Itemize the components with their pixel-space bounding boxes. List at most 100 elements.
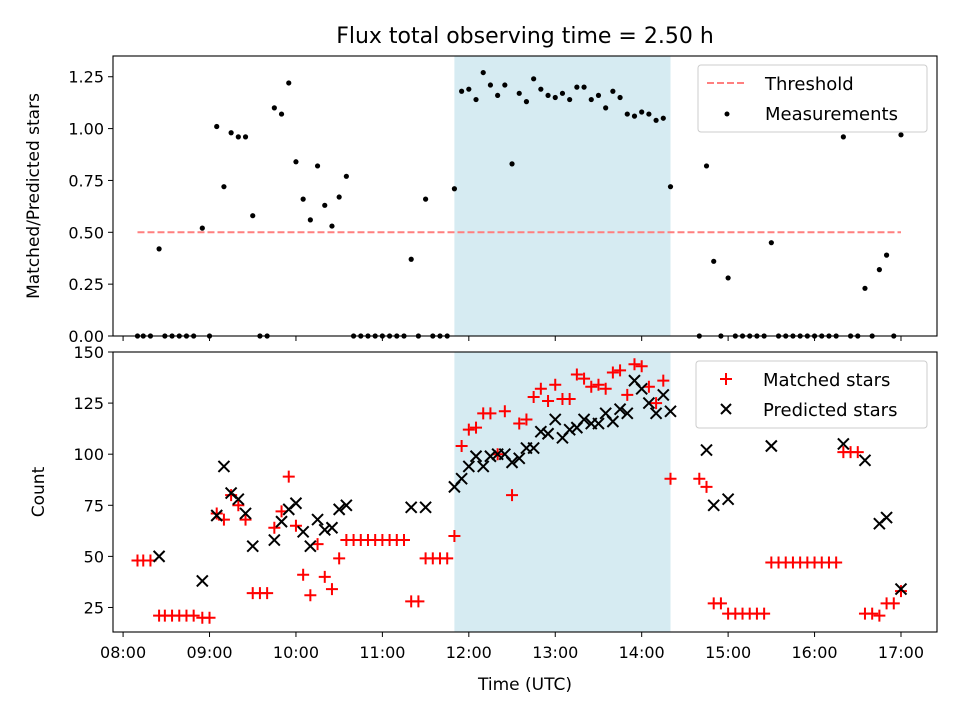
predicted-stars-point <box>708 500 719 511</box>
measurement-point <box>286 80 291 85</box>
measurement-point <box>560 91 565 96</box>
matched-stars-point <box>398 534 410 546</box>
measurement-point <box>668 184 673 189</box>
measurement-point <box>596 93 601 98</box>
y-tick-label: 125 <box>73 394 104 413</box>
matched-stars-point <box>304 589 316 601</box>
y-tick-label: 1.00 <box>68 120 104 139</box>
predicted-stars-point <box>859 455 870 466</box>
matched-stars-point <box>188 610 200 622</box>
x-tick-label: 14:00 <box>619 643 665 662</box>
y-tick-label: 150 <box>73 343 104 362</box>
predicted-stars-point <box>269 535 280 546</box>
legend-measurements-swatch <box>725 112 730 117</box>
measurement-point <box>301 197 306 202</box>
matched-stars-point <box>283 471 295 483</box>
measurement-point <box>337 194 342 199</box>
bottom-legend: Matched stars Predicted stars <box>696 361 927 428</box>
measurement-point <box>769 240 774 245</box>
measurement-point <box>632 114 637 119</box>
measurement-point <box>841 134 846 139</box>
predicted-stars-point <box>420 502 431 513</box>
y-tick-label: 100 <box>73 445 104 464</box>
measurement-point <box>538 87 543 92</box>
measurement-point <box>488 82 493 87</box>
measurement-point <box>459 89 464 94</box>
figure: Flux total observing time = 2.50 h 0.000… <box>0 0 960 720</box>
bottom-x-axis: 08:00 09:00 10:00 11:00 12:00 13:00 14:00 15:00… <box>100 632 924 662</box>
matched-stars-point <box>701 481 713 493</box>
top-panel: 0.000.250.500.751.001.25 Matched/Predict… <box>24 56 937 346</box>
matched-stars-point <box>888 597 900 609</box>
matched-stars-point <box>211 507 223 519</box>
matched-stars-point <box>895 585 907 597</box>
predicted-stars-point <box>154 551 165 562</box>
x-tick-label: 16:00 <box>791 643 837 662</box>
x-tick-label: 12:00 <box>446 643 492 662</box>
measurement-point <box>200 226 205 231</box>
predicted-stars-point <box>290 498 301 509</box>
measurement-point <box>862 286 867 291</box>
measurement-point <box>653 118 658 123</box>
matched-stars-point <box>240 514 252 526</box>
x-tick-label: 10:00 <box>273 643 319 662</box>
measurement-point <box>473 97 478 102</box>
measurement-point <box>452 186 457 191</box>
measurement-point <box>574 85 579 90</box>
measurement-point <box>661 116 666 121</box>
predicted-stars-point <box>298 526 309 537</box>
measurement-point <box>423 197 428 202</box>
measurement-point <box>884 253 889 258</box>
predicted-stars-point <box>197 575 208 586</box>
measurement-point <box>329 223 334 228</box>
matched-stars-point <box>319 571 331 583</box>
measurement-point <box>603 105 608 110</box>
measurement-point <box>639 109 644 114</box>
x-tick-label: 17:00 <box>878 643 924 662</box>
measurement-point <box>236 134 241 139</box>
predicted-stars-point <box>701 445 712 456</box>
matched-stars-point <box>326 583 338 595</box>
top-y-axis: 0.000.250.500.751.001.25 <box>68 68 113 346</box>
legend-predicted-label: Predicted stars <box>763 400 897 421</box>
chart-title: Flux total observing time = 2.50 h <box>336 24 714 49</box>
measurement-point <box>553 95 558 100</box>
measurement-point <box>567 97 572 102</box>
measurement-point <box>221 184 226 189</box>
measurement-point <box>545 93 550 98</box>
measurement-point <box>308 217 313 222</box>
matched-stars-point <box>204 612 216 624</box>
measurement-point <box>610 89 615 94</box>
measurement-point <box>481 70 486 75</box>
measurement-point <box>344 174 349 179</box>
bottom-panel: 255075100125150 08:00 09:00 10:00 11:00 12:0… <box>29 343 937 695</box>
legend-measurements-label: Measurements <box>765 104 898 125</box>
top-y-axis-label: Matched/Predicted stars <box>24 93 44 299</box>
matched-stars-point <box>693 473 705 485</box>
matched-stars-point <box>830 557 842 569</box>
measurement-point <box>495 93 500 98</box>
measurement-point <box>156 246 161 251</box>
x-tick-label: 13:00 <box>532 643 578 662</box>
predicted-stars-point <box>305 541 316 552</box>
legend-threshold-label: Threshold <box>764 74 854 95</box>
measurement-point <box>293 159 298 164</box>
matched-stars-point <box>297 569 309 581</box>
matched-stars-point <box>261 587 273 599</box>
legend-matched-label: Matched stars <box>763 370 890 391</box>
predicted-stars-point <box>881 512 892 523</box>
measurement-point <box>711 259 716 264</box>
matched-stars-point <box>441 552 453 564</box>
measurement-point <box>243 134 248 139</box>
matched-stars-point <box>715 597 727 609</box>
x-tick-label: 15:00 <box>705 643 751 662</box>
predicted-stars-point <box>723 494 734 505</box>
matched-stars-point <box>412 595 424 607</box>
measurement-point <box>279 111 284 116</box>
measurement-point <box>581 85 586 90</box>
top-highlight-span <box>454 56 670 336</box>
x-tick-label: 08:00 <box>100 643 146 662</box>
measurement-point <box>272 105 277 110</box>
y-tick-label: 0.75 <box>68 171 104 190</box>
bottom-y-axis-label: Count <box>29 466 49 517</box>
